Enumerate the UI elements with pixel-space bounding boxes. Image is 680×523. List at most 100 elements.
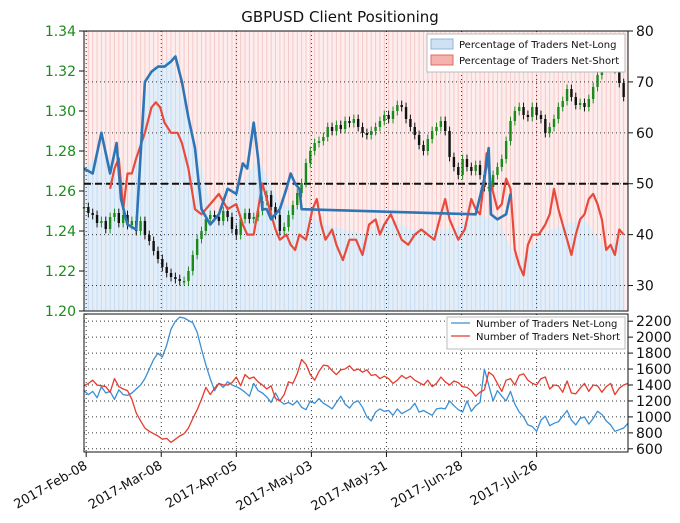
long-percentage-line (83, 55, 512, 231)
price-candle-body (174, 277, 177, 279)
price-candle-body (252, 217, 255, 219)
count-axis-label: 1400 (636, 378, 672, 394)
date-axis-label: 2017-Jul-26 (468, 458, 541, 509)
price-candle-body (217, 217, 221, 221)
price-candle-body (378, 121, 382, 127)
price-candle-body (113, 213, 116, 217)
price-candle-body (461, 159, 464, 175)
count-legend-label: Number of Traders Net-Long (476, 319, 617, 330)
price-candle-body (578, 103, 582, 105)
price-candle-body (522, 107, 525, 115)
price-candle-body (352, 119, 356, 123)
count-axis-label: 1800 (636, 346, 672, 362)
price-candle-body (213, 215, 216, 217)
price-candle-body (518, 107, 521, 111)
price-candle-body (108, 217, 112, 229)
price-candle-body (457, 167, 460, 175)
price-candle-body (574, 97, 577, 105)
net-long-count-line (83, 316, 629, 432)
price-candle-body (365, 133, 369, 135)
price-candle-body (161, 259, 164, 267)
price-candle-body (104, 221, 107, 229)
price-candle-body (239, 219, 242, 235)
date-axis-ticks: 2017-Feb-082017-Mar-082017-Apr-052017-Ma… (12, 452, 541, 514)
price-candle-body (444, 121, 447, 131)
price-candle-body (121, 215, 125, 223)
price-candle-body (230, 217, 234, 229)
price-axis-label: 1.24 (45, 224, 76, 240)
price-candle-body (95, 215, 99, 223)
price-candle-body (100, 221, 103, 223)
legend-label: Percentage of Traders Net-Short (459, 56, 619, 67)
price-axis-ticks: 1.20 1.22 1.24 1.26 1.28 1.30 1.32 1.34 (45, 24, 84, 320)
price-candle-body (491, 175, 495, 187)
price-candle-body (291, 205, 295, 215)
price-candle-body (430, 131, 434, 139)
price-candle-body (413, 127, 416, 135)
legend-swatch (430, 54, 454, 66)
percent-axis-label: 80 (636, 24, 654, 40)
price-candle-body (535, 107, 538, 115)
percent-axis-ticks: 30 40 50 60 70 80 (628, 24, 654, 295)
count-axis-label: 1200 (636, 394, 672, 410)
price-candle-body (583, 103, 586, 107)
price-candle-body (309, 151, 312, 163)
price-candle-body (509, 121, 512, 141)
percent-axis-label: 70 (636, 75, 654, 91)
price-candle-body (356, 119, 360, 127)
price-candle-body (322, 137, 325, 141)
count-axis-label: 2000 (636, 330, 672, 346)
price-candle-body (426, 139, 430, 151)
price-candle-body (243, 213, 247, 219)
price-candle-body (296, 193, 299, 205)
price-candle-body (87, 207, 90, 213)
price-axis-label: 1.32 (45, 64, 76, 80)
price-candle-body (248, 213, 251, 219)
date-axis-label: 2017-Apr-05 (163, 458, 240, 511)
price-candle-body (374, 127, 377, 131)
price-candle-body (400, 105, 403, 107)
price-candle-body (478, 165, 482, 175)
price-candle-body (409, 119, 412, 127)
price-candle-body (187, 271, 190, 281)
count-axis-label: 800 (636, 426, 663, 442)
price-candle-body (204, 219, 208, 231)
price-candle-body (387, 115, 390, 119)
price-candle-body (191, 255, 194, 271)
price-candle-body (404, 107, 408, 119)
price-candle-body (565, 89, 569, 101)
price-candle-body (152, 241, 155, 251)
price-candle-body (269, 195, 273, 207)
date-axis-label: 2017-Feb-08 (12, 458, 91, 512)
price-candle-body (439, 121, 443, 127)
price-candle-body (548, 127, 551, 133)
price-candle-body (200, 231, 203, 239)
chart-title: GBPUSD Client Positioning (241, 8, 439, 26)
price-candle-body (165, 267, 168, 273)
percent-axis-label: 60 (636, 126, 654, 142)
date-axis-label: 2017-Jun-28 (389, 458, 466, 511)
price-candle-body (300, 183, 303, 193)
price-candle-body (178, 279, 181, 281)
price-candle-body (156, 251, 160, 259)
legend-box (426, 33, 626, 73)
count-axis-label: 1000 (636, 410, 672, 426)
price-axis-label: 1.20 (45, 304, 76, 320)
price-candle-body (396, 105, 399, 111)
price-candle-body (591, 87, 595, 99)
price-candle-body (335, 125, 338, 131)
price-candle-body (504, 141, 508, 159)
count-legend-label: Number of Traders Net-Short (476, 332, 620, 343)
price-candle-body (544, 119, 547, 133)
price-axis-label: 1.28 (45, 144, 76, 160)
legend-swatch (430, 38, 454, 50)
count-panel-frame (83, 313, 629, 453)
price-candle-body (448, 131, 451, 157)
price-candle-body (226, 211, 229, 217)
count-axis-label: 1600 (636, 362, 672, 378)
price-candle-body (222, 211, 225, 221)
price-candle-body (417, 135, 421, 145)
